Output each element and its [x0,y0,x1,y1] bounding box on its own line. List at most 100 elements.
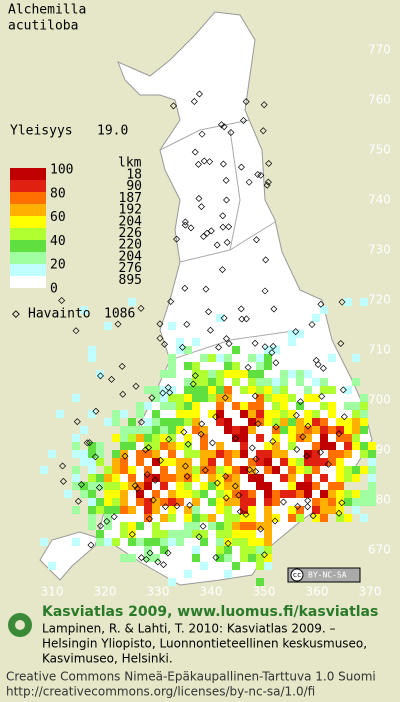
occurrence-square [280,490,288,498]
occurrence-square [232,530,240,538]
occurrence-square [312,458,320,466]
occurrence-square [176,394,184,402]
occurrence-square [184,434,192,442]
occurrence-square [120,506,128,514]
scale-label: 100 [50,163,73,178]
occurrence-square [224,538,232,546]
occurrence-square [216,410,224,418]
count-label: 18 [126,168,142,183]
occurrence-square [368,442,376,450]
occurrence-square [248,522,256,530]
occurrence-square [128,426,136,434]
occurrence-square [344,490,352,498]
occurrence-square [120,458,128,466]
logo [8,613,32,637]
observation-dot [219,223,227,231]
occurrence-square [208,386,216,394]
observation-dot [257,525,265,533]
occurrence-square [304,426,312,434]
occurrence-square [136,458,144,466]
occurrence-square [304,466,312,474]
occurrence-square [216,386,224,394]
observation-dot [133,485,141,493]
occurrence-square [168,514,176,522]
occurrence-square [200,426,208,434]
occurrence-square [248,402,256,410]
occurrence-square [88,490,96,498]
occurrence-square [160,458,168,466]
occurrence-square [176,490,184,498]
occurrence-square [256,546,264,554]
occurrence-square [248,354,256,362]
occurrence-square [200,386,208,394]
occurrence-square [360,418,368,426]
occurrence-square [128,298,136,306]
occurrence-square [216,538,224,546]
occurrence-square [200,490,208,498]
observation-dot [197,430,205,438]
occurrence-square [192,522,200,530]
occurrence-square [240,434,248,442]
occurrence-square [240,506,248,514]
observation-dot [194,160,202,168]
occurrence-square [208,378,216,386]
occurrence-square [256,562,264,570]
occurrence-square [208,394,216,402]
occurrence-square [216,530,224,538]
occurrence-square [328,442,336,450]
occurrence-square [144,466,152,474]
observation-dot [314,360,322,368]
occurrence-square [168,370,176,378]
occurrence-square [320,458,328,466]
observation-dot [237,305,245,313]
occurrence-square [320,490,328,498]
occurrence-square [288,514,296,522]
occurrence-square [216,466,224,474]
observation-dot [73,418,81,426]
occurrence-square [208,410,216,418]
occurrence-square [192,378,200,386]
occurrence-square [112,418,120,426]
occurrence-square [288,474,296,482]
occurrence-square [112,450,120,458]
observation-dots [58,90,348,569]
occurrence-square [368,490,376,498]
occurrence-square [320,306,328,314]
occurrence-square [328,450,336,458]
occurrence-square [232,402,240,410]
occurrence-square [184,522,192,530]
occurrence-square [336,458,344,466]
observation-dot [338,499,346,507]
northing-label: 760 [368,93,391,107]
count-label: 187 [119,191,142,206]
observation-dot [304,503,312,511]
occurrence-square [360,402,368,410]
occurrence-square [248,490,256,498]
observation-dot [195,533,203,541]
occurrence-square [280,394,288,402]
observation-dot [340,413,348,421]
occurrence-square [48,562,56,570]
observation-dot [137,554,145,562]
observation-dot [164,384,172,391]
observation-dot [269,438,277,446]
observation-dot [205,308,213,316]
occurrence-square [72,506,80,514]
occurrence-square [272,346,280,354]
occurrence-square [296,426,304,434]
occurrence-square [104,498,112,506]
occurrence-square [240,514,248,522]
observation-dot [143,471,151,479]
observation-dot [173,502,181,510]
occurrence-square [104,418,112,426]
occurrence-square [288,482,296,490]
observation-dot [242,98,250,106]
occurrence-square [224,522,232,530]
occurrence-square [296,330,304,338]
observation-dot [154,558,162,566]
occurrence-square [88,458,96,466]
observation-dot [160,561,168,569]
observation-dot [195,90,203,98]
observation-dot [96,372,104,380]
occurrence-square [152,538,160,546]
